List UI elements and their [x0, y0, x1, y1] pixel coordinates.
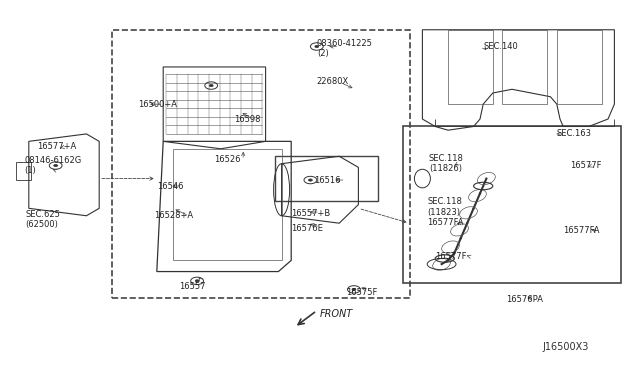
- Circle shape: [209, 84, 213, 87]
- Text: SEC.625
(62500): SEC.625 (62500): [26, 210, 60, 229]
- Text: 16577F: 16577F: [570, 161, 601, 170]
- Text: 16577+A: 16577+A: [37, 142, 76, 151]
- Circle shape: [308, 179, 312, 181]
- Text: SEC.140: SEC.140: [483, 42, 518, 51]
- Circle shape: [195, 280, 199, 282]
- Bar: [275, 156, 378, 201]
- Text: 16598: 16598: [234, 115, 260, 124]
- Circle shape: [352, 288, 356, 291]
- Text: 22680X: 22680X: [317, 77, 349, 86]
- Text: SEC.118
(11826): SEC.118 (11826): [429, 154, 463, 173]
- Text: 16577F: 16577F: [435, 252, 467, 261]
- Text: SEC.118
(11823)
16577FA: SEC.118 (11823) 16577FA: [428, 197, 464, 227]
- Bar: [112, 30, 410, 298]
- Text: 16576E: 16576E: [291, 224, 323, 233]
- Text: J16500X3: J16500X3: [543, 341, 589, 352]
- Text: 08146-6162G
(1): 08146-6162G (1): [24, 156, 81, 175]
- Text: FRONT: FRONT: [320, 310, 353, 319]
- Text: 16576PA: 16576PA: [506, 295, 543, 304]
- Text: 16516: 16516: [314, 176, 340, 185]
- Text: 16500+A: 16500+A: [138, 100, 177, 109]
- Text: 16526: 16526: [214, 155, 241, 164]
- Text: SEC.163: SEC.163: [557, 129, 592, 138]
- Text: 16546: 16546: [157, 182, 183, 190]
- Text: 16557+B: 16557+B: [291, 209, 330, 218]
- Bar: [403, 126, 621, 283]
- Text: 16528+A: 16528+A: [154, 211, 193, 220]
- Circle shape: [315, 45, 319, 48]
- Circle shape: [54, 164, 58, 167]
- Text: 16557: 16557: [179, 282, 205, 291]
- Text: 08360-41225
(2): 08360-41225 (2): [317, 39, 372, 58]
- Text: 16577FA: 16577FA: [563, 226, 600, 235]
- Text: 16575F: 16575F: [346, 288, 377, 296]
